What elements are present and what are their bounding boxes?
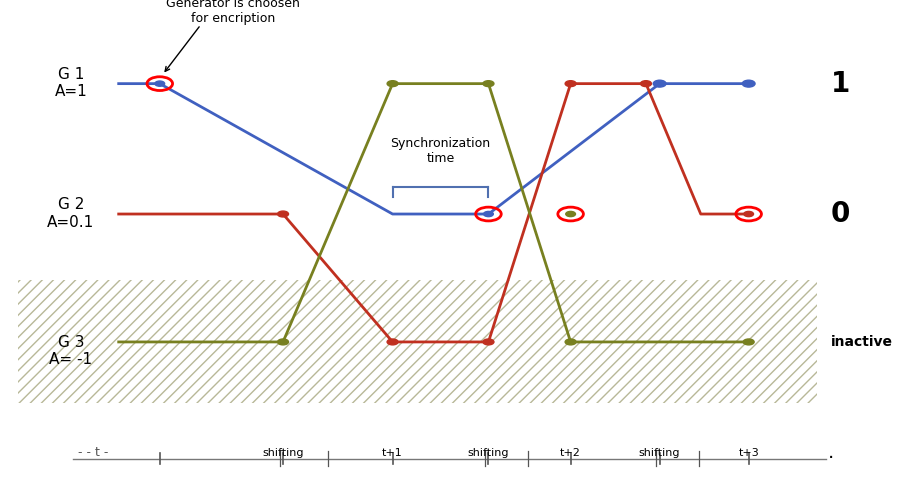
Text: shifting: shifting (639, 448, 680, 458)
Text: Synchronization
time: Synchronization time (391, 137, 490, 165)
Text: 0: 0 (831, 200, 850, 228)
Text: t+2: t+2 (561, 448, 581, 458)
Text: shifting: shifting (467, 448, 509, 458)
Text: G 3
A= -1: G 3 A= -1 (49, 335, 92, 368)
Text: .: . (828, 443, 834, 462)
Text: inactive: inactive (831, 335, 893, 349)
Text: shifting: shifting (262, 448, 304, 458)
Text: G 1
A=1: G 1 A=1 (55, 67, 87, 99)
Text: 1: 1 (831, 70, 850, 97)
Text: - - t -: - - t - (78, 446, 108, 459)
Text: t+3: t+3 (739, 448, 759, 458)
Text: Generator is choosen
for encription: Generator is choosen for encription (166, 0, 299, 25)
Text: t+1: t+1 (383, 448, 403, 458)
Text: G 2
A=0.1: G 2 A=0.1 (47, 197, 94, 230)
